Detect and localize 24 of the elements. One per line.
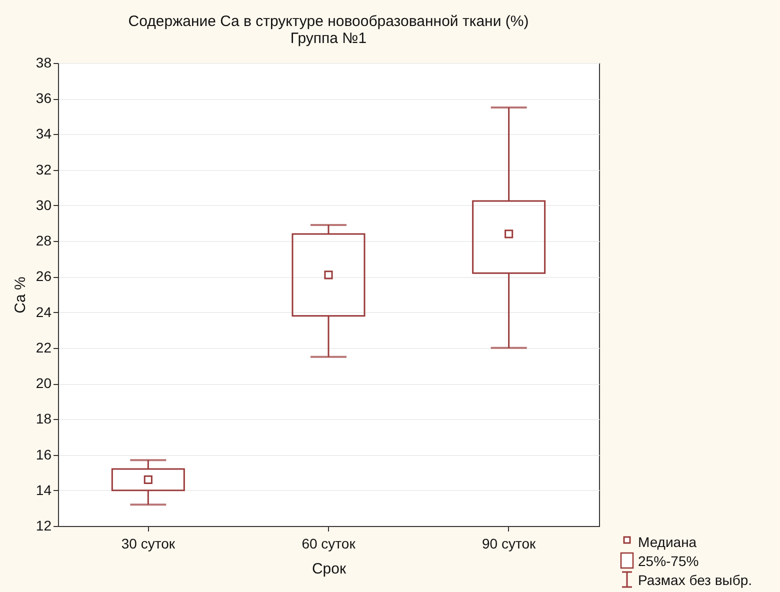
chart-subtitle: Группа №1 <box>290 30 367 47</box>
y-tick-label: 28 <box>36 232 52 249</box>
text: Медиана <box>638 534 697 550</box>
text: 25%-75% <box>638 552 699 568</box>
y-tick-label: 14 <box>36 482 52 498</box>
y-tick-label: 12 <box>36 518 52 534</box>
y-tick-label: 32 <box>36 161 52 178</box>
y-tick-label: 26 <box>36 268 52 284</box>
y-tick-label: 20 <box>36 375 52 392</box>
x-tick-label: 90 суток <box>482 536 537 552</box>
y-tick-label: 38 <box>36 54 52 70</box>
x-tick-label: 60 суток <box>302 536 356 552</box>
y-tick-label: 16 <box>36 446 52 462</box>
y-tick-label: 22 <box>36 339 52 356</box>
y-axis-title: Ca % <box>12 276 29 314</box>
y-tick-label: 30 <box>36 196 52 213</box>
text: Размах без выбр. <box>638 572 752 588</box>
x-axis-title: Срок <box>312 560 346 578</box>
chart-title: Содержание Ca в структуре новообразованной ткани (%) <box>128 13 529 30</box>
y-tick-label: 24 <box>36 304 52 320</box>
y-tick-label: 18 <box>36 410 52 427</box>
y-tick-label: 36 <box>36 90 52 106</box>
y-tick-label: 34 <box>36 126 52 142</box>
x-tick-label: 30 суток <box>121 536 176 552</box>
